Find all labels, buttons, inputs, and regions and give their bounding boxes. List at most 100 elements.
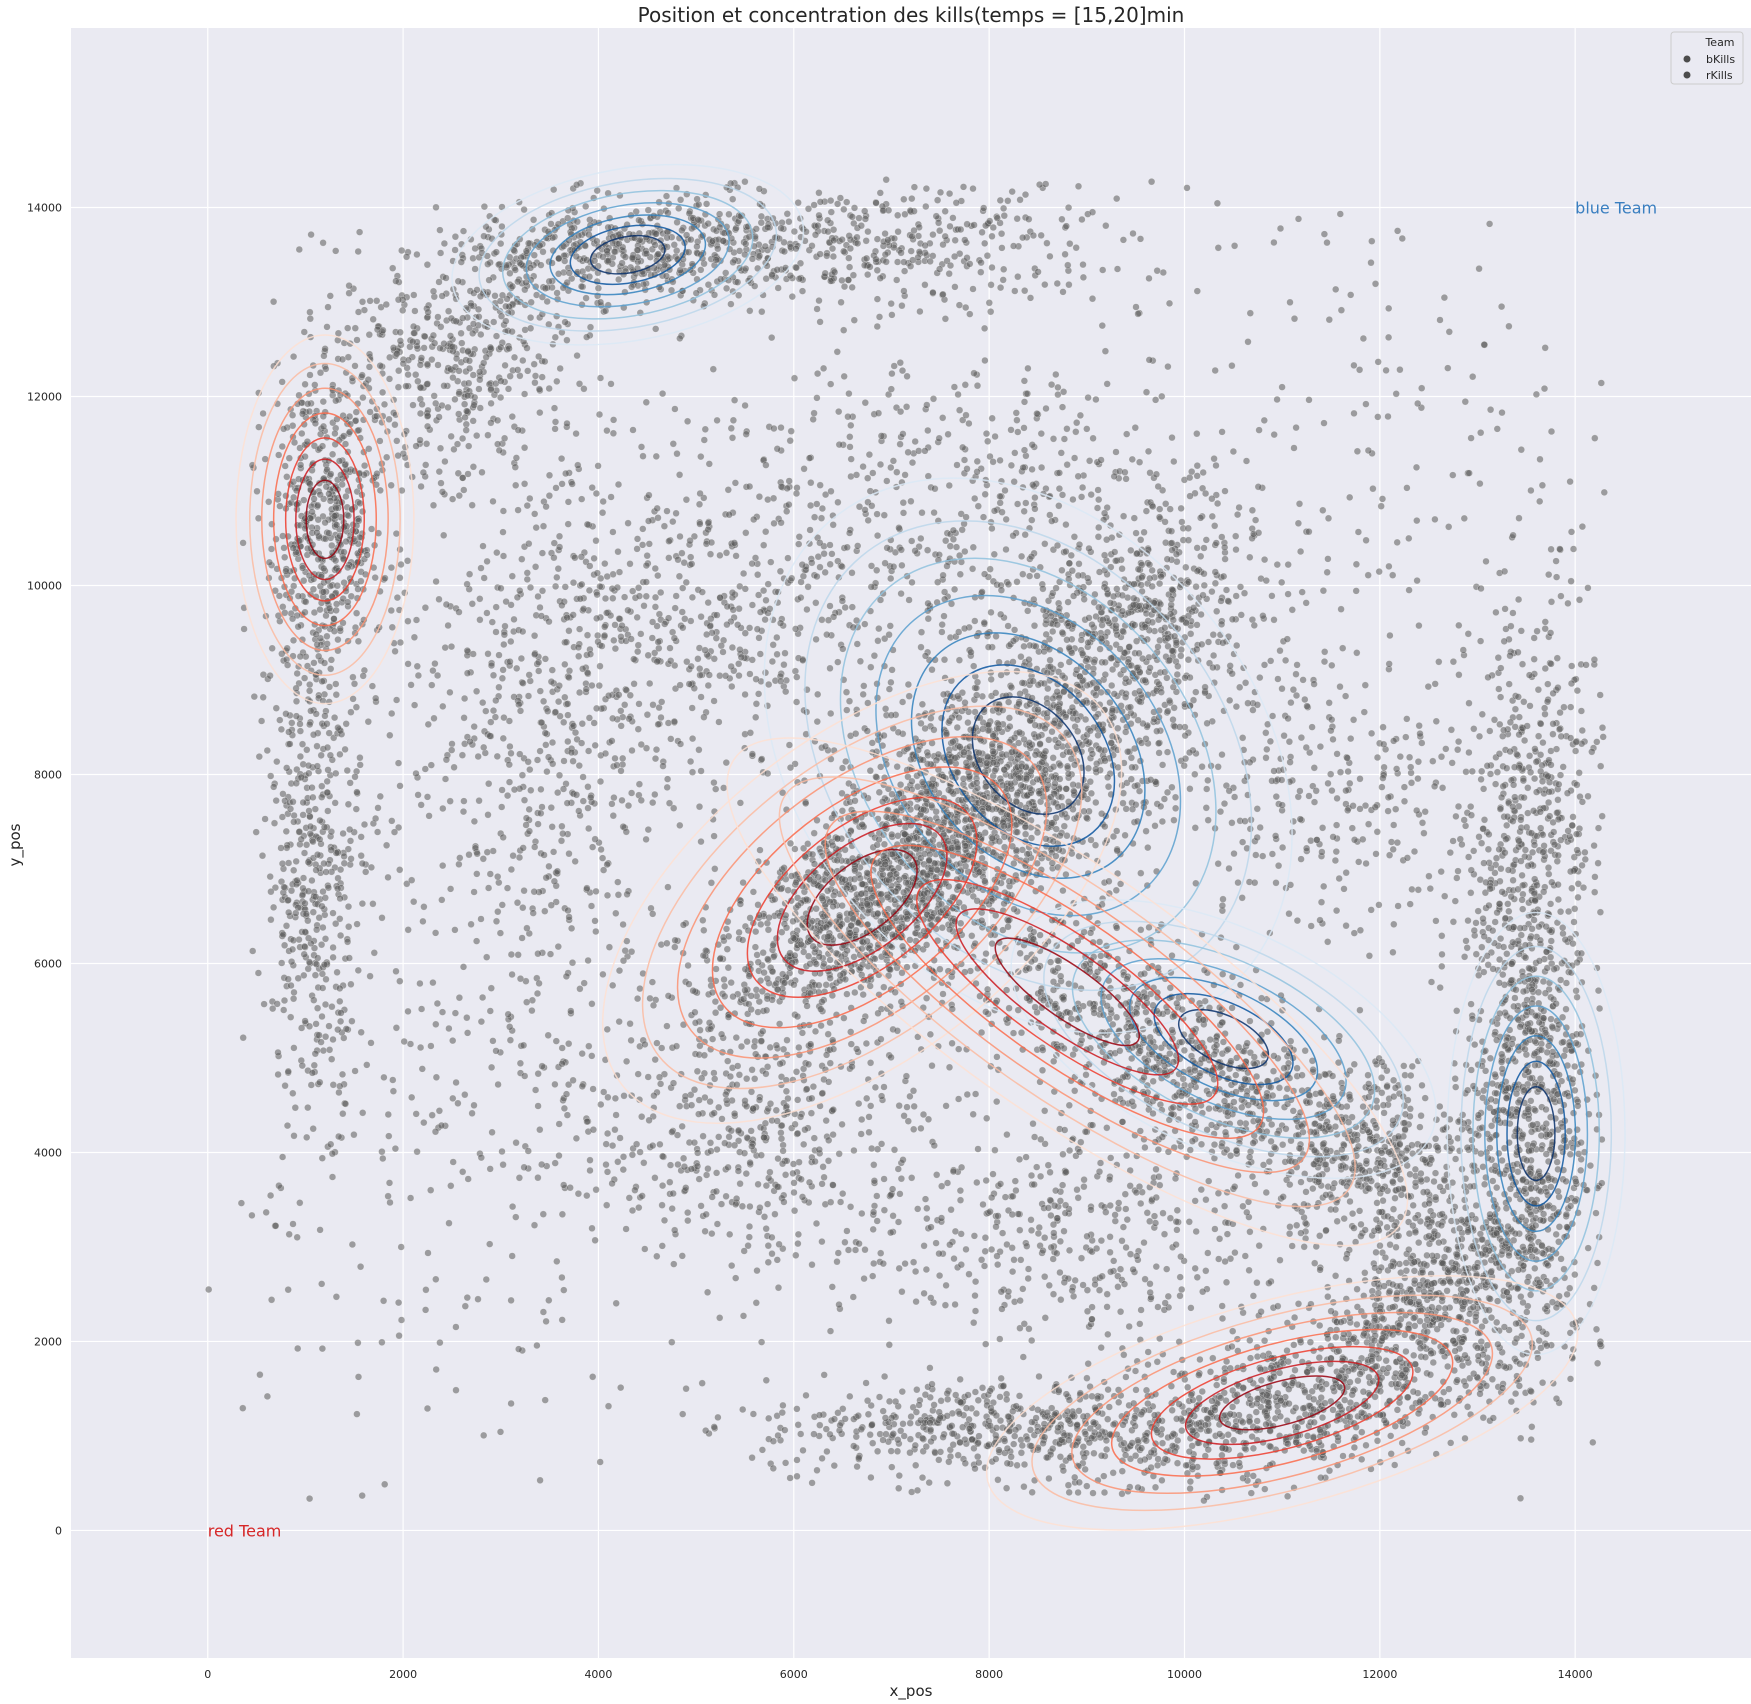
kill-point: [843, 990, 851, 998]
kill-point: [329, 943, 337, 952]
kill-point: [841, 876, 849, 884]
kill-point: [1000, 265, 1008, 273]
kill-point: [921, 724, 929, 733]
kill-point: [255, 752, 263, 761]
kill-point: [1000, 212, 1008, 220]
kill-point: [398, 246, 406, 255]
kill-point: [290, 1044, 298, 1052]
kill-point: [516, 259, 524, 267]
kill-point: [315, 914, 323, 922]
kill-point: [989, 732, 997, 740]
kill-point: [988, 263, 996, 272]
kill-point: [977, 268, 985, 276]
kill-point: [357, 852, 365, 860]
kill-point: [341, 745, 349, 754]
kill-point: [356, 533, 364, 542]
kill-point: [290, 493, 298, 502]
kill-point: [1013, 828, 1021, 836]
kill-point: [1061, 250, 1069, 258]
kill-point: [538, 373, 546, 381]
kill-point: [893, 763, 901, 771]
kill-point: [336, 1082, 344, 1090]
kill-point: [1011, 287, 1019, 295]
kill-point: [786, 763, 795, 772]
kill-point: [845, 263, 854, 271]
kill-point: [444, 403, 452, 412]
kill-point: [806, 960, 814, 968]
kill-point: [376, 362, 384, 370]
kill-point: [535, 352, 543, 361]
kill-point: [596, 374, 605, 382]
kill-point: [524, 367, 532, 375]
kill-point: [279, 790, 287, 798]
kill-point: [1029, 231, 1038, 240]
kill-point: [639, 280, 648, 289]
kill-point: [1124, 748, 1132, 756]
kill-point: [1049, 694, 1057, 703]
kill-point: [322, 1033, 330, 1041]
kill-point: [331, 799, 339, 807]
kill-point: [324, 807, 332, 815]
kill-point: [270, 819, 279, 827]
kill-point: [303, 841, 311, 849]
kill-point: [1019, 234, 1027, 242]
kill-point: [898, 302, 906, 310]
kill-point: [1302, 1188, 1310, 1196]
kill-point: [274, 1048, 282, 1057]
kill-point: [352, 805, 360, 813]
kill-point: [1121, 831, 1129, 839]
kill-point: [288, 945, 297, 954]
kill-point: [904, 680, 913, 689]
kill-point: [337, 1009, 345, 1017]
kill-point: [1006, 722, 1014, 731]
kill-point: [1015, 774, 1023, 782]
kill-point: [966, 260, 974, 268]
kill-point: [939, 241, 947, 249]
kill-point: [299, 410, 307, 418]
kill-point: [277, 725, 286, 734]
kill-point: [322, 868, 330, 876]
kill-point: [996, 284, 1005, 292]
kill-point: [307, 231, 315, 239]
kill-point: [1107, 739, 1115, 747]
kill-point: [297, 835, 305, 843]
kill-point: [921, 241, 929, 250]
kill-point: [833, 834, 842, 843]
kill-point: [340, 548, 348, 556]
kill-point: [480, 203, 489, 211]
kill-point: [1025, 215, 1033, 223]
kill-point: [827, 197, 835, 205]
kill-point: [346, 837, 355, 845]
kill-point: [480, 232, 488, 240]
kill-point: [578, 301, 586, 309]
kill-point: [826, 1018, 834, 1027]
kill-point: [948, 844, 956, 852]
kill-point: [387, 563, 396, 572]
kill-point: [299, 564, 307, 572]
kill-point: [863, 869, 871, 877]
kill-point: [808, 242, 816, 250]
kill-point: [863, 900, 871, 908]
kill-point: [757, 212, 766, 221]
kill-point: [346, 825, 354, 834]
kill-point: [326, 292, 334, 300]
kill-point: [751, 943, 760, 951]
kill-point: [553, 289, 561, 297]
kill-point: [951, 283, 959, 291]
kill-point: [959, 775, 968, 783]
kill-point: [857, 890, 865, 898]
kill-point: [1063, 636, 1071, 644]
kill-point: [420, 344, 428, 352]
kill-point: [926, 257, 934, 266]
kill-point: [1102, 222, 1110, 230]
kill-point: [824, 216, 832, 224]
kill-point: [615, 240, 623, 248]
kill-point: [293, 876, 301, 885]
kill-point: [1041, 747, 1050, 755]
kill-point: [344, 800, 353, 808]
kill-point: [1046, 656, 1054, 664]
kill-point: [863, 937, 871, 945]
kill-point: [844, 276, 853, 284]
kill-point: [313, 640, 321, 649]
kill-point: [342, 1025, 350, 1033]
